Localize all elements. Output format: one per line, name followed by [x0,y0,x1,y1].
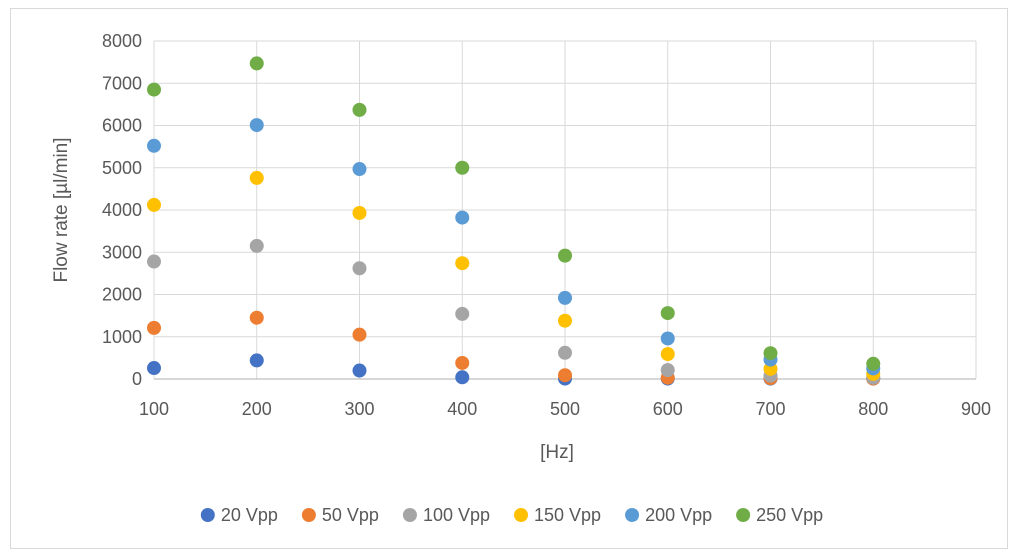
data-point [455,256,470,271]
data-point [352,205,367,220]
x-tick-label: 700 [755,399,785,419]
y-tick-label: 1000 [102,327,142,347]
legend-item: 20 Vpp [200,505,278,525]
data-point [352,327,367,342]
y-axis-title: Flow rate [µl/min] [51,137,72,282]
data-point [249,170,264,185]
data-point [249,118,264,133]
legend-item: 250 Vpp [736,505,823,525]
y-tick-label: 0 [132,369,142,389]
data-point [558,313,572,328]
tick-labels: 0 1000 2000 3000 4000 5000 6000 7000 8000 100 200 3… [102,31,991,419]
chart-frame: 0 1000 2000 3000 4000 5000 6000 7000 8000 100 200 3… [10,8,1008,549]
data-point [455,210,470,225]
data-point [147,82,161,97]
data-point [352,363,367,378]
y-tick-label: 4000 [102,200,142,220]
x-tick-label: 900 [961,399,991,419]
data-point [660,331,675,346]
x-tick-label: 600 [653,399,683,419]
data-point [147,197,161,212]
data-point [147,361,161,376]
data-point [660,306,675,321]
data-point [352,102,367,117]
data-point [249,310,264,325]
data-point [455,160,470,175]
legend-label: 150 Vpp [534,505,601,525]
data-point [352,261,367,276]
data-point [147,138,161,153]
legend-item: 100 Vpp [402,505,490,525]
legend-marker [301,508,316,522]
legend-item: 200 Vpp [625,505,712,525]
data-point [558,290,572,305]
data-point [558,248,572,263]
data-point [558,368,572,383]
legend-label: 200 Vpp [645,505,712,525]
y-tick-label: 6000 [102,116,142,136]
legend-marker [736,508,751,522]
legend-marker [625,508,640,522]
data-point [147,320,161,335]
x-tick-label: 800 [858,399,888,419]
grid-lines [153,40,977,379]
data-point [455,370,470,385]
data-point [558,345,572,360]
x-tick-label: 500 [550,399,580,419]
data-point [147,254,161,269]
legend: 20 Vpp 50 Vpp 100 Vpp 150 Vpp 200 Vpp 250 Vpp [200,505,823,525]
data-point [660,347,675,362]
legend-marker [200,508,215,522]
data-points [147,56,881,386]
x-axis-title: [Hz] [540,442,574,463]
data-point [660,363,675,378]
y-tick-label: 2000 [102,285,142,305]
data-point [249,353,264,368]
data-point [352,162,367,177]
legend-label: 20 Vpp [221,505,278,525]
x-tick-label: 200 [242,399,272,419]
x-tick-label: 400 [447,399,477,419]
y-tick-label: 3000 [102,242,142,262]
data-point [763,346,778,361]
legend-item: 50 Vpp [301,505,379,525]
legend-label: 250 Vpp [756,505,823,525]
legend-label: 50 Vpp [322,505,379,525]
y-tick-label: 8000 [102,31,142,51]
data-point [455,355,470,370]
y-tick-label: 5000 [102,158,142,178]
legend-marker [402,508,417,522]
legend-label: 100 Vpp [423,505,490,525]
data-point [866,356,881,371]
data-point [249,56,264,71]
data-point [249,238,264,253]
legend-marker [514,508,528,522]
x-tick-label: 300 [344,399,374,419]
data-point [455,306,470,321]
scatter-chart: 0 1000 2000 3000 4000 5000 6000 7000 8000 100 200 3… [51,31,991,525]
legend-item: 150 Vpp [514,505,601,525]
x-tick-label: 100 [139,399,169,419]
y-tick-label: 7000 [102,73,142,93]
